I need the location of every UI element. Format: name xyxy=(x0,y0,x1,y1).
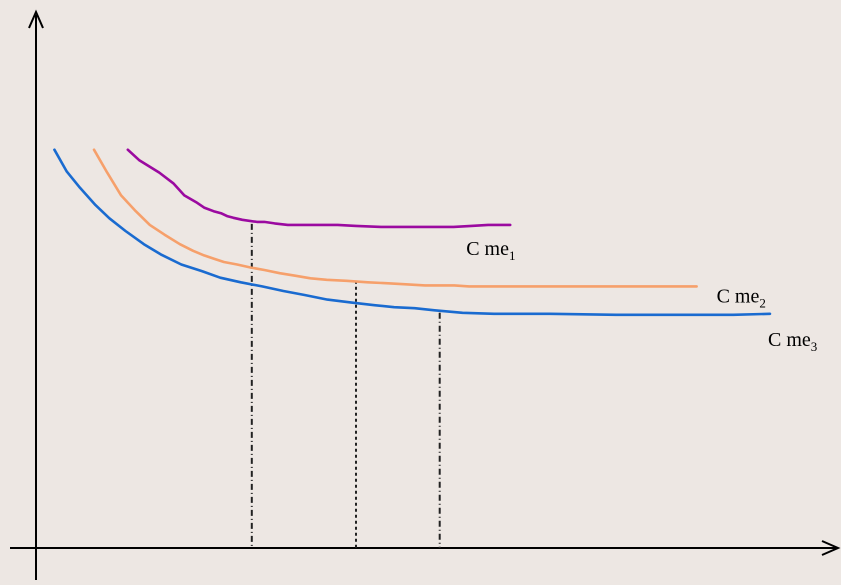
x-axis-arrow-icon xyxy=(821,540,841,556)
vertical-guides xyxy=(250,223,441,548)
series-label-subscript: 3 xyxy=(811,339,818,354)
series-label-base: C me xyxy=(717,285,760,307)
curves xyxy=(53,148,772,317)
series-label-subscript: 2 xyxy=(759,295,766,310)
y-axis-arrow-icon xyxy=(28,9,44,29)
series-label-2: C me2 xyxy=(717,285,766,310)
series-label-base: C me xyxy=(466,238,509,260)
axes xyxy=(10,9,841,580)
series-line-1 xyxy=(126,148,512,229)
series-label-subscript: 1 xyxy=(509,248,516,263)
series-label-1: C me1 xyxy=(466,238,515,263)
series-label-3: C me3 xyxy=(768,329,817,354)
series-line-3 xyxy=(53,148,772,317)
series-label-base: C me xyxy=(768,329,811,351)
series-line-2 xyxy=(92,148,698,288)
